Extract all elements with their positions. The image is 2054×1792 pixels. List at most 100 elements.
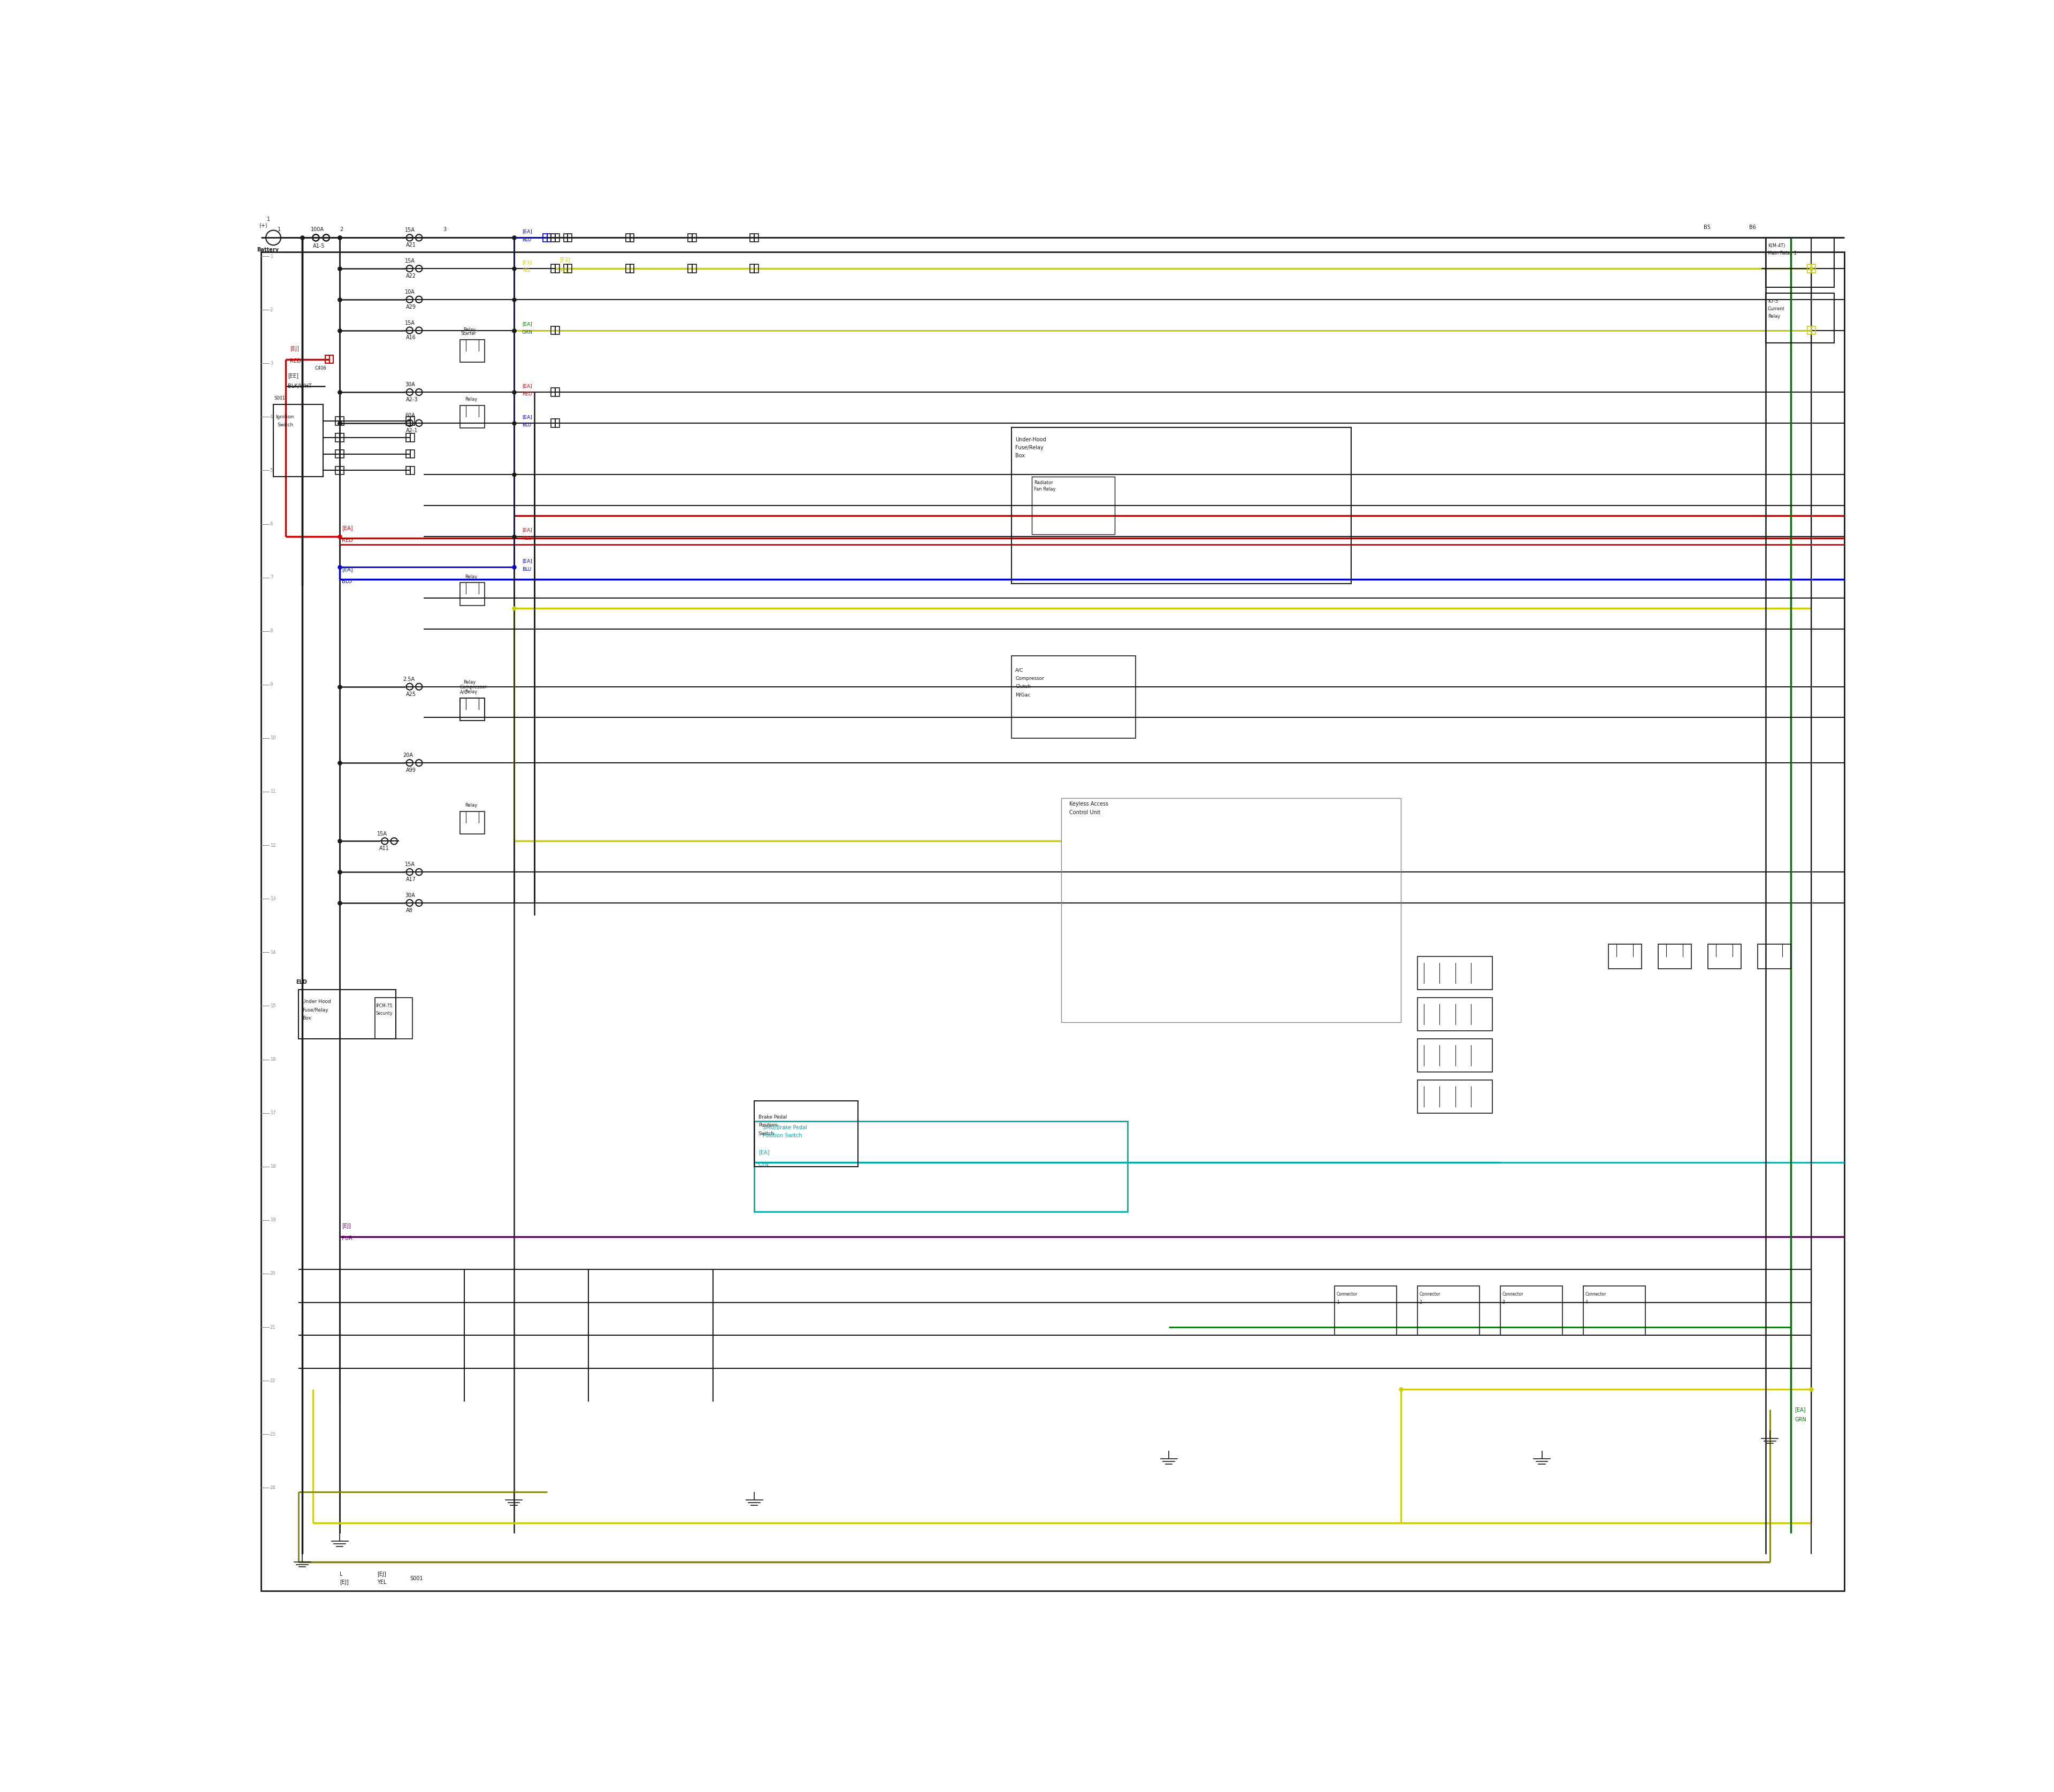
Text: PUR: PUR: [341, 1236, 353, 1242]
Text: 3: 3: [269, 360, 273, 366]
Text: YEL: YEL: [559, 269, 569, 274]
Text: Position Switch: Position Switch: [762, 1133, 801, 1138]
Bar: [1011, 656, 1136, 738]
Text: [F3]: [F3]: [522, 260, 532, 265]
Text: Relay: Relay: [1768, 314, 1781, 319]
Text: Under Hood: Under Hood: [302, 1000, 331, 1004]
Bar: [555, 265, 559, 272]
Text: K7-5: K7-5: [1768, 299, 1779, 305]
Bar: [407, 434, 411, 441]
Text: 7: 7: [269, 575, 273, 581]
Text: Relay: Relay: [464, 679, 477, 685]
Bar: [550, 419, 555, 426]
Text: 15A: 15A: [405, 321, 415, 326]
Bar: [1417, 1287, 1479, 1335]
Text: [EE]: [EE]: [288, 373, 298, 378]
Text: [EJ]: [EJ]: [341, 1224, 351, 1229]
Text: Relay: Relay: [464, 690, 477, 695]
Text: (+): (+): [259, 222, 267, 228]
Text: 1: 1: [267, 217, 271, 222]
Text: BLU: BLU: [522, 566, 532, 572]
Text: CYN: CYN: [758, 1161, 768, 1167]
Text: Fuse/Relay: Fuse/Relay: [1015, 444, 1043, 450]
Bar: [407, 466, 411, 475]
Text: K(M-4T): K(M-4T): [1768, 244, 1785, 249]
Text: Brake Pedal: Brake Pedal: [758, 1115, 787, 1120]
Bar: [631, 233, 635, 242]
Text: Under-Hood: Under-Hood: [1015, 437, 1045, 443]
Text: Starter: Starter: [460, 332, 477, 337]
Text: [EA]: [EA]: [1795, 1407, 1805, 1412]
Bar: [542, 233, 546, 242]
Text: Switch: Switch: [758, 1131, 774, 1136]
Text: Connector: Connector: [1586, 1292, 1606, 1297]
Text: 12: 12: [269, 842, 275, 848]
Text: 6: 6: [269, 521, 273, 527]
Text: B5: B5: [1703, 224, 1711, 229]
Bar: [407, 418, 411, 425]
Text: SMG/Brake Pedal: SMG/Brake Pedal: [762, 1125, 807, 1131]
Text: [EA]: [EA]: [341, 525, 353, 530]
Text: A11: A11: [380, 846, 388, 851]
Bar: [1608, 944, 1641, 969]
Bar: [460, 697, 485, 720]
Text: 1: 1: [269, 254, 273, 258]
Text: 9: 9: [269, 683, 273, 686]
Text: 19: 19: [269, 1217, 275, 1222]
Text: [EA]: [EA]: [522, 559, 532, 563]
Bar: [335, 466, 339, 475]
Bar: [1808, 326, 1812, 335]
Text: 3: 3: [444, 228, 446, 233]
Text: YEL: YEL: [378, 1581, 386, 1586]
Text: 23: 23: [269, 1432, 275, 1437]
Text: [EA]: [EA]: [522, 527, 532, 532]
Bar: [1031, 477, 1115, 534]
Bar: [335, 450, 339, 459]
Bar: [407, 450, 411, 459]
Bar: [411, 450, 415, 459]
Text: 5: 5: [269, 468, 273, 473]
Bar: [754, 265, 758, 272]
Text: Keyless Access: Keyless Access: [1070, 801, 1109, 806]
Text: 4: 4: [1586, 1299, 1588, 1305]
Text: 10A: 10A: [405, 289, 415, 294]
Text: Box: Box: [302, 1016, 312, 1021]
Bar: [1417, 1081, 1491, 1113]
Text: 18: 18: [269, 1165, 275, 1168]
Text: [EA]: [EA]: [758, 1149, 770, 1154]
Bar: [750, 233, 754, 242]
Text: 17: 17: [269, 1111, 275, 1115]
Text: A25: A25: [407, 692, 417, 697]
Bar: [1417, 1039, 1491, 1072]
Text: Radiator: Radiator: [1033, 480, 1054, 486]
Bar: [339, 466, 343, 475]
Bar: [550, 326, 555, 335]
Text: Fuse/Relay: Fuse/Relay: [302, 1007, 329, 1012]
Text: S001: S001: [411, 1575, 423, 1581]
Text: A99: A99: [407, 767, 417, 772]
Bar: [460, 340, 485, 362]
Text: Control Unit: Control Unit: [1070, 810, 1101, 815]
Text: 2: 2: [269, 308, 273, 312]
Text: 24: 24: [269, 1486, 275, 1491]
Text: Fan Relay: Fan Relay: [1033, 487, 1056, 491]
Text: BLU: BLU: [522, 423, 532, 428]
Text: [EA]: [EA]: [522, 229, 532, 235]
Text: [EJ]: [EJ]: [378, 1572, 386, 1577]
Bar: [339, 450, 343, 459]
Bar: [325, 355, 329, 364]
Text: 20: 20: [269, 1271, 275, 1276]
Bar: [1499, 1287, 1563, 1335]
Text: Current: Current: [1768, 306, 1785, 312]
Text: ELD: ELD: [296, 978, 308, 984]
Text: 60A: 60A: [405, 412, 415, 418]
Text: 30A: 30A: [405, 382, 415, 387]
Bar: [273, 405, 322, 477]
Bar: [626, 265, 631, 272]
Text: Main Relay 1: Main Relay 1: [1768, 251, 1797, 256]
Text: 22: 22: [269, 1378, 275, 1383]
Text: C406: C406: [314, 366, 327, 371]
Text: [EJ]: [EJ]: [339, 1581, 349, 1586]
Bar: [567, 265, 571, 272]
Bar: [1766, 294, 1834, 342]
